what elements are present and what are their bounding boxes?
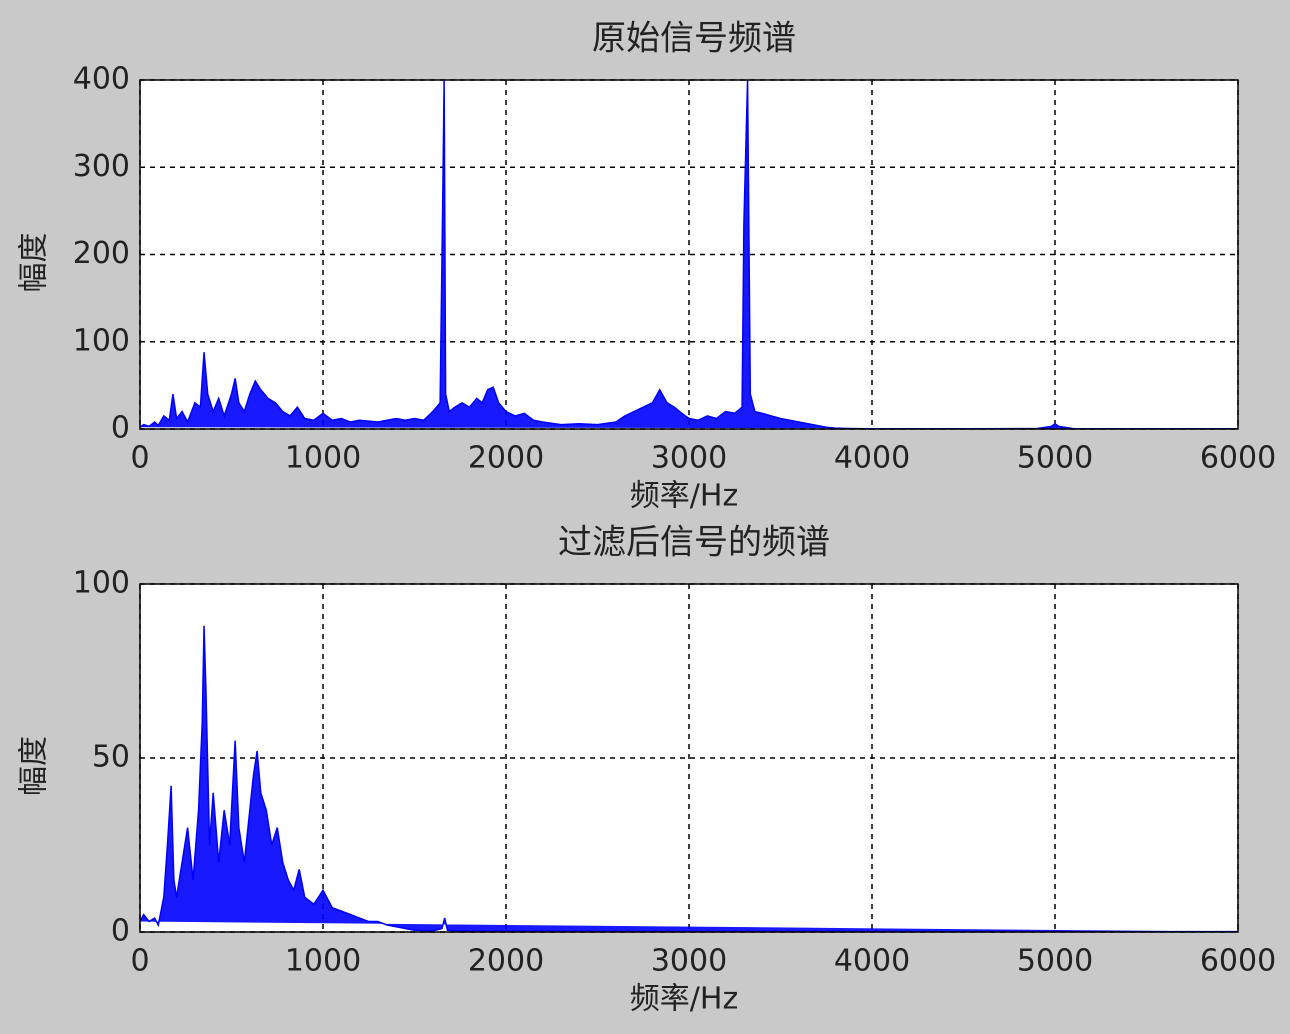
x-tick-label: 1000	[285, 441, 361, 476]
x-tick-label: 5000	[1017, 441, 1093, 476]
x-tick-label: 0	[130, 441, 149, 476]
x-axis-label: 频率/Hz	[630, 479, 738, 514]
x-tick-label: 6000	[1200, 944, 1276, 979]
x-tick-label: 2000	[468, 944, 544, 979]
spectrum-line	[139, 79, 1238, 430]
y-tick-label: 200	[73, 236, 130, 271]
y-axis-label: 幅度	[17, 233, 52, 293]
axes-frame	[139, 583, 1239, 933]
x-tick-label: 4000	[834, 441, 910, 476]
x-tick-label: 4000	[834, 944, 910, 979]
spectrum-line	[139, 625, 1238, 933]
chart-title: 过滤后信号的频谱	[558, 523, 830, 563]
axes-frame	[139, 79, 1239, 430]
y-tick-label: 400	[73, 62, 130, 97]
x-tick-label: 6000	[1200, 441, 1276, 476]
x-tick-label: 1000	[285, 944, 361, 979]
chart-title: 原始信号频谱	[592, 19, 796, 59]
y-tick-label: 100	[73, 566, 130, 601]
x-tick-label: 3000	[651, 441, 727, 476]
x-axis-label: 频率/Hz	[630, 982, 738, 1017]
y-tick-label: 300	[73, 149, 130, 184]
x-tick-label: 5000	[1017, 944, 1093, 979]
y-tick-label: 50	[92, 740, 130, 775]
y-tick-label: 100	[73, 323, 130, 358]
y-tick-label: 0	[111, 411, 130, 446]
x-tick-label: 2000	[468, 441, 544, 476]
x-tick-label: 0	[130, 944, 149, 979]
x-tick-label: 3000	[651, 944, 727, 979]
y-tick-label: 0	[111, 914, 130, 949]
y-axis-label: 幅度	[17, 736, 52, 796]
